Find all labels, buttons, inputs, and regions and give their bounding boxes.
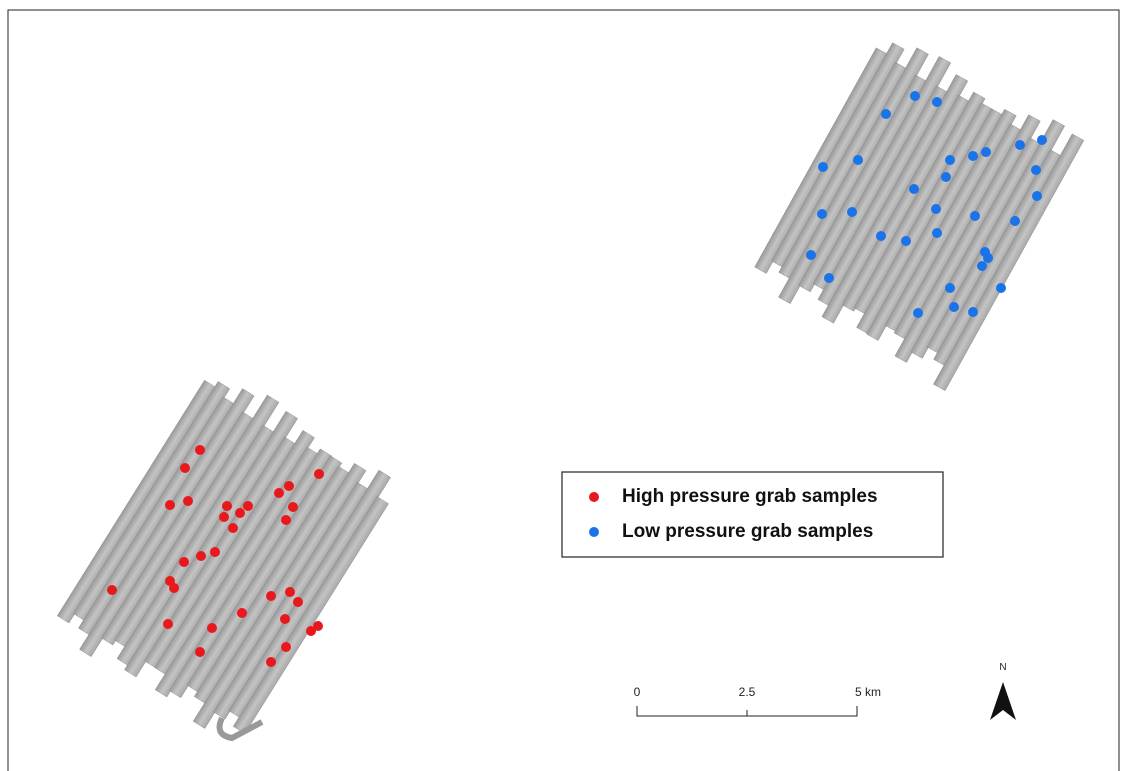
- low-pressure-sample: [1032, 191, 1042, 201]
- low-pressure-sample: [913, 308, 923, 318]
- low-pressure-sample: [981, 147, 991, 157]
- high-pressure-sample: [169, 583, 179, 593]
- legend-marker: [589, 527, 599, 537]
- low-pressure-sample: [945, 155, 955, 165]
- legend-marker: [589, 492, 599, 502]
- low-pressure-sample: [881, 109, 891, 119]
- scale-line: [637, 706, 857, 716]
- high-pressure-sample: [266, 657, 276, 667]
- low-pressure-sample: [1031, 165, 1041, 175]
- high-pressure-sample: [281, 515, 291, 525]
- low-pressure-sample: [909, 184, 919, 194]
- low-pressure-sample: [1010, 216, 1020, 226]
- high-pressure-sample: [228, 523, 238, 533]
- low-pressure-sample: [968, 151, 978, 161]
- high-pressure-sample: [183, 496, 193, 506]
- low-pressure-sample: [853, 155, 863, 165]
- high-pressure-sample: [284, 481, 294, 491]
- low-pressure-sample: [970, 211, 980, 221]
- high-pressure-sample: [293, 597, 303, 607]
- high-pressure-sample: [281, 642, 291, 652]
- legend: High pressure grab samples Low pressure …: [562, 472, 943, 557]
- high-pressure-sample: [314, 469, 324, 479]
- low-pressure-sample: [968, 307, 978, 317]
- low-pressure-sample: [949, 302, 959, 312]
- low-pressure-sample: [941, 172, 951, 182]
- low-pressure-sample: [996, 283, 1006, 293]
- high-pressure-sample: [179, 557, 189, 567]
- low-pressure-sample: [847, 207, 857, 217]
- legend-box: [562, 472, 943, 557]
- scale-label: 0: [634, 685, 641, 699]
- high-pressure-sample: [237, 608, 247, 618]
- high-pressure-sample: [235, 508, 245, 518]
- low-pressure-sample: [817, 209, 827, 219]
- scale-bar: 0 2.5 5 km: [634, 685, 881, 716]
- low-pressure-sample: [977, 261, 987, 271]
- north-arrow: N: [990, 662, 1016, 720]
- high-pressure-sample: [288, 502, 298, 512]
- high-pressure-sample: [163, 619, 173, 629]
- high-pressure-sample: [280, 614, 290, 624]
- high-pressure-sample: [222, 501, 232, 511]
- mosaic: [48, 363, 403, 748]
- low-pressure-sample: [1015, 140, 1025, 150]
- mosaic: [747, 28, 1085, 391]
- high-pressure-sample: [195, 647, 205, 657]
- low-pressure-sample: [983, 253, 993, 263]
- low-pressure-sample: [876, 231, 886, 241]
- high-pressure-sample: [180, 463, 190, 473]
- legend-label: High pressure grab samples: [622, 486, 878, 507]
- low-pressure-sample: [901, 236, 911, 246]
- high-pressure-sample: [274, 488, 284, 498]
- low-pressure-sample: [818, 162, 828, 172]
- low-pressure-sample: [910, 91, 920, 101]
- survey-mosaics: [48, 28, 1085, 748]
- low-pressure-sample: [931, 204, 941, 214]
- high-pressure-sample: [306, 626, 316, 636]
- high-pressure-sample: [243, 501, 253, 511]
- map: High pressure grab samples Low pressure …: [0, 0, 1126, 771]
- low-pressure-sample: [806, 250, 816, 260]
- high-pressure-sample: [219, 512, 229, 522]
- high-pressure-sample: [196, 551, 206, 561]
- low-pressure-sample: [824, 273, 834, 283]
- high-pressure-sample: [207, 623, 217, 633]
- low-pressure-sample: [932, 97, 942, 107]
- high-pressure-sample: [285, 587, 295, 597]
- low-pressure-sample: [1037, 135, 1047, 145]
- legend-label: Low pressure grab samples: [622, 521, 873, 542]
- high-pressure-sample: [266, 591, 276, 601]
- low-pressure-sample: [932, 228, 942, 238]
- high-pressure-sample: [195, 445, 205, 455]
- north-label: N: [999, 662, 1006, 673]
- scale-label: 2.5: [739, 685, 756, 699]
- low-pressure-sample: [945, 283, 955, 293]
- high-pressure-sample: [165, 500, 175, 510]
- high-pressure-sample: [107, 585, 117, 595]
- scale-label: 5 km: [855, 685, 881, 699]
- north-arrow-shape: [990, 682, 1016, 720]
- high-pressure-sample: [210, 547, 220, 557]
